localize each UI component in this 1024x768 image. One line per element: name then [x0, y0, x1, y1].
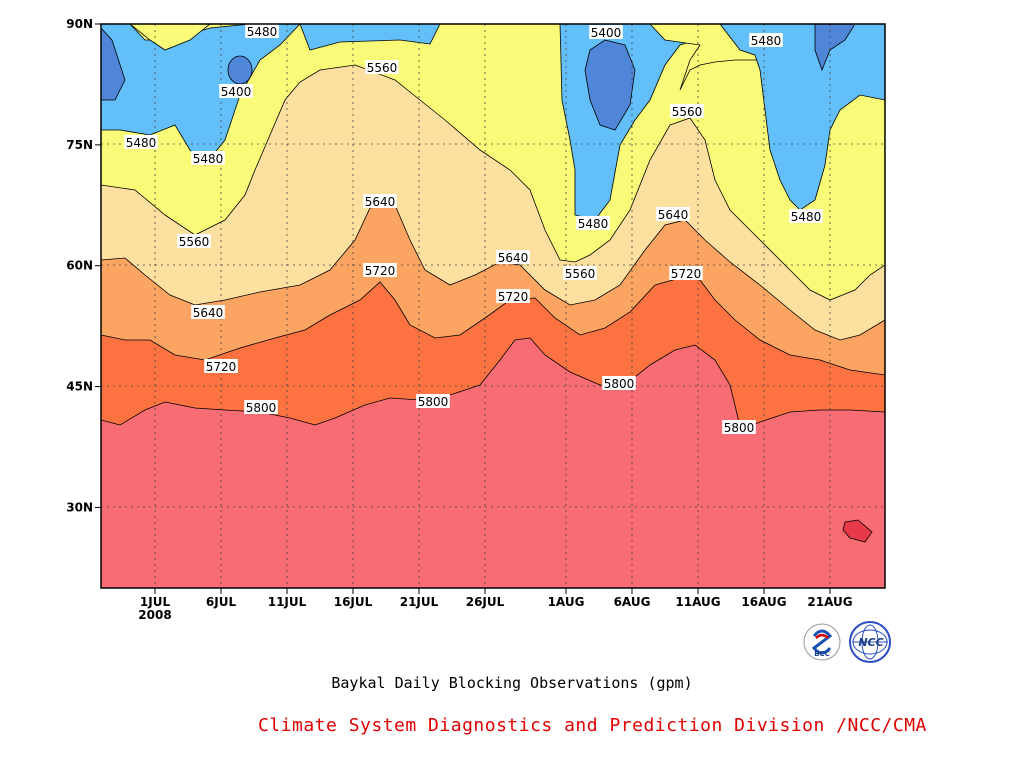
- credit-line: Climate System Diagnostics and Predictio…: [258, 715, 927, 736]
- fill-max-core: [842, 519, 873, 543]
- contour-label: 5480: [126, 136, 157, 150]
- contour-label: 5480: [247, 25, 278, 39]
- y-tick-label: 75N: [66, 138, 93, 152]
- contour-label-bg: [656, 207, 690, 221]
- contour-label: 5480: [578, 217, 609, 231]
- contour-label-bg: [496, 250, 530, 264]
- contour-label-bg: [669, 266, 703, 280]
- contour-label-bg: [191, 151, 225, 165]
- contour-label-bg: [602, 376, 636, 390]
- contour-label: 5480: [751, 34, 782, 48]
- contour-label-bg: [365, 60, 399, 74]
- contour-label-bg: [124, 135, 158, 149]
- x-tick-label: 6AUG: [614, 595, 651, 609]
- contour-label-bg: [496, 289, 530, 303]
- contour-label-bg: [576, 216, 610, 230]
- y-tick-label: 60N: [66, 259, 93, 273]
- fill-below-5400-aug: [584, 39, 636, 131]
- contour-label-bg: [219, 84, 253, 98]
- y-tick-label: 30N: [66, 500, 93, 514]
- fill-below-5400-small: [227, 55, 253, 85]
- contour-label: 5480: [791, 210, 822, 224]
- contour-labels: 5480 5400 5480 5480 5560 5560 5640 5640 5720 5720…: [124, 24, 823, 435]
- contour-label: 5640: [658, 208, 689, 222]
- svg-text:BCC: BCC: [814, 650, 830, 658]
- contour-label: 5800: [418, 395, 449, 409]
- contour-label: 5560: [565, 267, 596, 281]
- contour-label-bg: [416, 394, 450, 408]
- contour-label: 5720: [206, 360, 237, 374]
- contour-label-bg: [204, 359, 238, 373]
- x-tick-label: 6JUL: [206, 595, 237, 609]
- contour-label: 5800: [724, 421, 755, 435]
- contour-label: 5640: [193, 306, 224, 320]
- x-tick-label: 21JUL: [400, 595, 439, 609]
- contour-label-bg: [563, 266, 597, 280]
- contour-label-bg: [749, 33, 783, 47]
- contour-label: 5800: [246, 401, 277, 415]
- x-tick-label: 11AUG: [675, 595, 720, 609]
- y-axis: 30N 45N 60N 75N 90N: [66, 17, 101, 514]
- x-axis: 1JUL 6JUL 11JUL 16JUL 21JUL 26JUL 1AUG 6AUG 11AU…: [140, 588, 853, 609]
- logos: BCC NCC: [800, 620, 896, 664]
- x-tick-label: 16AUG: [741, 595, 786, 609]
- x-tick-label: 21AUG: [807, 595, 852, 609]
- contour-label: 5720: [498, 290, 529, 304]
- contour-label: 5720: [365, 264, 396, 278]
- x-subtitle: 2008: [138, 608, 171, 622]
- x-tick-label: 1JUL: [140, 595, 171, 609]
- fill-5480-5560-left-wedge: [129, 24, 211, 51]
- fill-5400-5480-top-mid: [299, 24, 441, 51]
- contour-label-bg: [589, 25, 623, 39]
- plot-frame: [100, 23, 886, 589]
- x-tick-label: 11JUL: [268, 595, 307, 609]
- contour-fills: [101, 24, 885, 588]
- y-tick-label: 45N: [66, 380, 93, 394]
- contour-label-bg: [363, 263, 397, 277]
- contour-label-bg: [363, 194, 397, 208]
- ncc-logo: NCC: [849, 621, 891, 663]
- x-tick-label: 1AUG: [548, 595, 585, 609]
- contour-label: 5720: [671, 267, 702, 281]
- fill-below-5400-left: [101, 27, 126, 101]
- contour-label: 5400: [221, 85, 252, 99]
- contour-label-bg: [722, 420, 756, 434]
- contour-label-bg: [670, 104, 704, 118]
- contour-label: 5400: [591, 26, 622, 40]
- chart-title: Baykal Daily Blocking Observations (gpm): [331, 674, 693, 692]
- logo-group: BCC NCC: [803, 621, 891, 663]
- y-tick-label: 90N: [66, 17, 93, 31]
- contour-label-bg: [244, 400, 278, 414]
- contour-label-bg: [789, 209, 823, 223]
- contour-label: 5560: [367, 61, 398, 75]
- contour-label-bg: [191, 305, 225, 319]
- contour-label-bg: [245, 24, 279, 38]
- svg-text:NCC: NCC: [858, 636, 883, 649]
- x-tick-label: 16JUL: [334, 595, 373, 609]
- contour-label: 5800: [604, 377, 635, 391]
- bcc-logo: BCC: [803, 623, 841, 661]
- contour-label: 5560: [179, 235, 210, 249]
- contour-label-bg: [177, 234, 211, 248]
- x-tick-label: 26JUL: [466, 595, 505, 609]
- contour-label: 5640: [365, 195, 396, 209]
- contour-label: 5480: [193, 152, 224, 166]
- contour-label: 5560: [672, 105, 703, 119]
- contour-label: 5640: [498, 251, 529, 265]
